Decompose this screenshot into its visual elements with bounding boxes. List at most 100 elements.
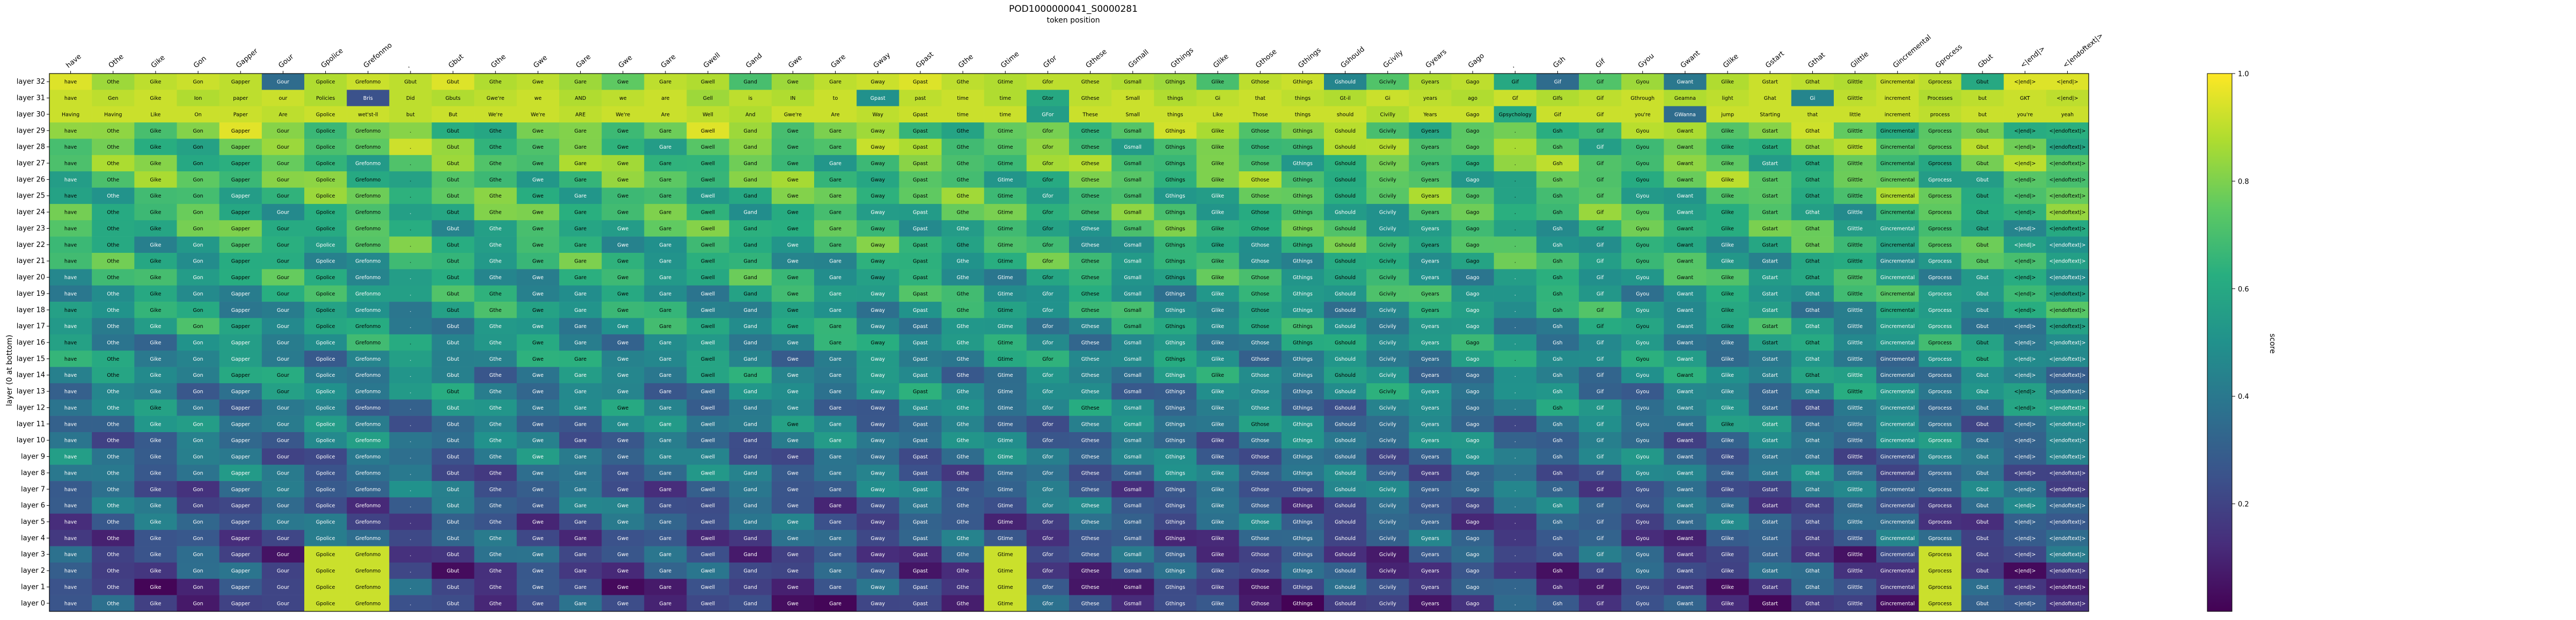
- heatmap-cell-label: Glike: [1721, 438, 1734, 444]
- heatmap-cell-label: Gago: [1466, 520, 1480, 526]
- heatmap-cell-label: Gsmall: [1124, 568, 1141, 574]
- heatmap-cell-label: .: [409, 128, 411, 134]
- heatmap-cell-label: Gpast: [913, 405, 928, 411]
- heatmap-cell-label: have: [64, 79, 77, 85]
- heatmap-cell-label: Gthe: [489, 259, 502, 265]
- heatmap-cell-label: Gthe: [957, 308, 969, 313]
- heatmap-cell-label: Glike: [1721, 291, 1734, 297]
- heatmap-cell-label: Glike: [1211, 601, 1224, 607]
- heatmap-cell: [1111, 90, 1154, 107]
- heatmap-cell: [92, 90, 135, 107]
- heatmap-cell-label: Gbut: [447, 421, 459, 427]
- heatmap-cell-label: have: [64, 161, 77, 167]
- heatmap-cell-label: Gare: [829, 438, 841, 444]
- heatmap-cell-label: Gand: [744, 144, 757, 150]
- heatmap-cell-label: Gwell: [701, 291, 715, 297]
- heatmap-cell-label: Gwe: [532, 438, 544, 444]
- heatmap-cell-label: Gour: [277, 373, 289, 378]
- heatmap-cell-label: Gon: [193, 421, 203, 427]
- heatmap-cell-label: light: [1722, 96, 1733, 101]
- heatmap-cell-label: <|endoftext|>: [2049, 242, 2085, 248]
- heatmap-cell-label: Gway: [870, 389, 885, 395]
- heatmap-cells: have Othe Gike Gon Gapper Gour Gpolice Grefonmo…: [49, 74, 2089, 612]
- y-tick-label: layer 16: [17, 339, 45, 347]
- colorbar-ticks: 0.20.40.60.81.0: [2232, 70, 2249, 509]
- heatmap-cell-label: Gare: [660, 210, 672, 216]
- heatmap-cell-label: Gcivily: [1379, 568, 1396, 574]
- x-tick-label: Gthose: [1254, 48, 1278, 70]
- heatmap-cell-label: .: [1514, 275, 1516, 281]
- heatmap-cell-label: Gtime: [998, 438, 1013, 444]
- heatmap-cell-label: Glittle: [1847, 226, 1863, 232]
- heatmap-cell-label: Grefonmo: [355, 340, 380, 346]
- heatmap-cell-label: have: [64, 259, 77, 265]
- heatmap-cell-label: Gare: [829, 389, 841, 395]
- heatmap-cell-label: Gare: [574, 405, 587, 411]
- heatmap-cell-label: Gsmall: [1124, 389, 1141, 395]
- heatmap-cell-label: Gpast: [913, 340, 928, 346]
- heatmap-cell: [1196, 74, 1239, 90]
- heatmap-cell-label: Othe: [107, 470, 119, 476]
- heatmap-cell-label: Gare: [574, 128, 587, 134]
- heatmap-cell-label: Gike: [150, 520, 161, 526]
- heatmap-cell: [686, 90, 729, 107]
- heatmap-cell-label: Glittle: [1847, 373, 1863, 378]
- heatmap-cell-label: Gwe: [787, 503, 799, 509]
- heatmap-cell-label: Gwe: [617, 275, 628, 281]
- heatmap-cell-label: Gand: [744, 470, 757, 476]
- heatmap-cell-label: Gthings: [1293, 144, 1313, 150]
- x-tick-label: Glittle: [1849, 50, 1871, 70]
- heatmap-cell-label: Gell: [703, 96, 713, 101]
- heatmap-cell-label: Gthat: [1805, 373, 1820, 378]
- heatmap-cell-label: Glike: [1721, 324, 1734, 330]
- heatmap-cell-label: Gthose: [1251, 275, 1269, 281]
- heatmap-cell-label: Gago: [1466, 144, 1480, 150]
- heatmap-cell-label: Gbut: [1977, 585, 1989, 590]
- heatmap-cell-label: Gwe: [787, 520, 799, 526]
- heatmap-cell-label: Gfor: [1042, 161, 1053, 167]
- heatmap-cell-label: Gstart: [1762, 275, 1779, 281]
- heatmap-cell-label: Gtime: [998, 242, 1013, 248]
- heatmap-cell-label: Gthings: [1166, 242, 1185, 248]
- heatmap-cell-label: Gthese: [1081, 568, 1100, 574]
- heatmap-cell-label: Gwant: [1677, 242, 1694, 248]
- heatmap-cell-label: Gago: [1466, 487, 1480, 493]
- heatmap-cell: [474, 106, 517, 123]
- heatmap-cell-label: Gago: [1466, 340, 1480, 346]
- heatmap-cell-label: Gwe: [617, 470, 628, 476]
- heatmap-cell-label: Gcivily: [1379, 308, 1396, 313]
- heatmap-cell-label: Gike: [150, 177, 161, 183]
- heatmap-cell: [261, 90, 305, 107]
- heatmap-cell-label: GFor: [1042, 112, 1053, 118]
- heatmap-cell-label: <|endoftext|>: [2049, 275, 2085, 281]
- heatmap-cell-label: Gthose: [1251, 421, 1269, 427]
- heatmap-cell-label: <|endoftext|>: [2049, 438, 2085, 444]
- heatmap-cell-label: Gshould: [1335, 177, 1356, 183]
- heatmap-cell-label: little: [1849, 112, 1861, 118]
- heatmap-cell: [644, 90, 687, 107]
- heatmap-cell-label: Gapper: [231, 275, 250, 281]
- heatmap-cell: [729, 74, 772, 90]
- x-tick-label: Gago: [1467, 52, 1486, 70]
- heatmap-cell: [1026, 74, 1070, 90]
- heatmap-cell-label: Gshould: [1335, 585, 1356, 590]
- heatmap-cell-label: Gbut: [447, 487, 459, 493]
- heatmap-cell-label: Gand: [744, 536, 757, 542]
- heatmap-cell-label: Gpast: [913, 242, 928, 248]
- heatmap-cell-label: Gway: [870, 356, 885, 362]
- heatmap-cell-label: <|end|>: [2014, 405, 2036, 411]
- heatmap-cell-label: Gtime: [998, 421, 1013, 427]
- heatmap-cell-label: Grefonmo: [355, 242, 380, 248]
- heatmap-cell-label: .: [409, 324, 411, 330]
- heatmap-cell-label: .: [1514, 242, 1516, 248]
- heatmap-cell-label: <|end|>: [2014, 568, 2036, 574]
- heatmap-cell-label: <|endoftext|>: [2049, 226, 2085, 232]
- heatmap-cell-label: Gwant: [1677, 177, 1694, 183]
- heatmap-cell-label: Gthings: [1293, 470, 1313, 476]
- heatmap-cell-label: <|endoftext|>: [2049, 536, 2085, 542]
- heatmap-cell-label: Gthe: [957, 79, 969, 85]
- heatmap-cell-label: Gshould: [1335, 568, 1356, 574]
- heatmap-cell: [941, 90, 984, 107]
- heatmap-cell-label: Gincremental: [1880, 242, 1915, 248]
- heatmap-cell-label: Gprocess: [1928, 552, 1952, 558]
